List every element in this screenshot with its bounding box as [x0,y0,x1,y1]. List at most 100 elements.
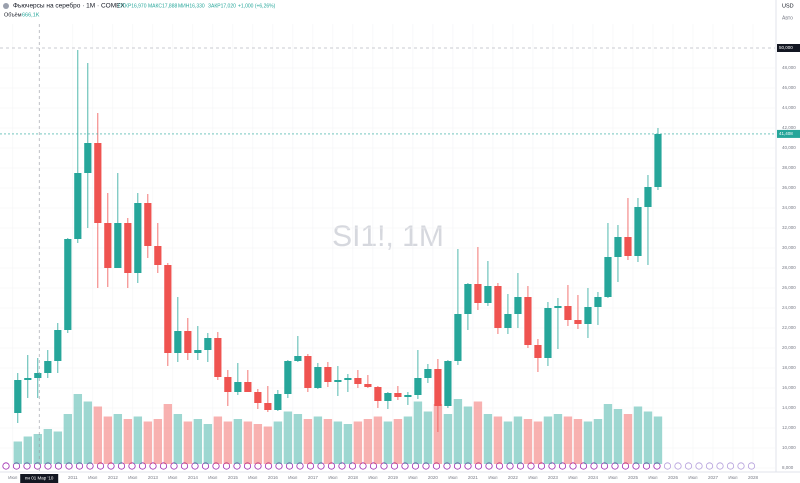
candle-body [314,367,322,388]
volume-bar [283,411,293,464]
event-icon [44,462,52,470]
event-icon [422,462,430,470]
x-tick-label: Июл [288,475,298,480]
volume-bar [93,406,103,464]
event-icon [359,462,367,470]
candle-body [404,395,412,397]
candle-body [354,378,362,384]
event-icon [453,462,462,470]
candle-body [324,367,332,382]
candle-body [304,356,312,388]
volume-bar [23,436,33,464]
x-tick-label: Июл [728,475,738,480]
event-icon [737,462,745,470]
candle-body [234,382,242,392]
candle-body [624,237,632,256]
ohlc-legend: ОТКР16,970 МАКС17,888 МИН16,330 ЗАКР17,020 +… [118,3,276,9]
x-tick-label: Июл [168,475,178,480]
event-icon [285,462,294,470]
crosshair-price-box [777,44,800,52]
event-icon [348,462,357,470]
event-icon [275,462,283,470]
volume-bar [273,421,283,464]
y-tick-label: 46,000 [782,85,796,90]
candle-body [284,361,292,394]
candle-body [464,284,472,314]
candle-body [244,382,252,392]
volume-bar [73,394,83,464]
x-tick-label: Июл [528,475,538,480]
volume-bar [243,421,253,464]
x-tick-label: Июл [568,475,578,480]
event-icon [443,462,451,470]
candle-body [384,393,392,401]
candle-body [274,394,282,410]
event-icon [327,462,336,470]
x-tick-label: Июл [88,475,98,480]
event-icon [23,462,31,470]
crosshair-price-label: 50,000 [779,45,793,50]
candle-body [394,393,402,397]
volume-bar [113,414,123,464]
volume-bar [543,416,553,464]
volume-bar [353,421,363,464]
volume-bar [483,414,493,464]
volume-bar [363,419,373,464]
candle-body [344,378,352,380]
event-icon [569,462,577,470]
event-icon [653,462,661,470]
event-icon [369,462,378,470]
candle-body [94,143,102,223]
symbol-icon [3,3,9,9]
candle-body [494,286,502,328]
volume-bar [203,424,213,464]
event-icon [138,462,147,470]
event-icon [180,462,189,470]
volume-bar [183,421,193,464]
volume-bar [173,414,183,464]
candle-body [484,286,492,303]
volume-bar [133,416,143,464]
event-icon [317,462,325,470]
event-icon [411,462,420,470]
volume-bar [193,419,203,464]
event-icon [380,462,388,470]
volume-bar [163,404,173,464]
y-tick-label: 44,000 [782,105,796,110]
volume-bar [393,419,403,464]
x-tick-label: 2025 [628,475,639,480]
volume-bar [643,411,653,464]
event-icon [621,462,630,470]
y-tick-label: 14,000 [782,405,796,410]
y-tick-label: 20,000 [782,345,796,350]
crosshair-date-box [20,474,59,483]
x-tick-label: Июл [688,475,698,480]
event-icon [747,462,756,470]
event-icon [537,462,546,470]
event-icon [632,462,640,470]
ohlc-value: ОТКР16,970 [118,3,147,9]
candle-body [114,223,122,268]
volume-bar [573,419,583,464]
x-tick-label: 2013 [148,475,159,480]
volume-bar [123,419,133,464]
event-icon [642,462,651,470]
event-icon [558,462,567,470]
volume-bar [263,426,273,464]
volume-value: 666,1K [22,12,40,18]
candle-body [424,369,432,378]
x-tick-label: Июл [328,475,338,480]
candle-body [254,392,262,403]
watermark: SI1!, 1М [332,220,444,253]
volume-bar [343,424,353,464]
y-tick-label: 40,000 [782,145,796,150]
y-tick-label: 22,000 [782,325,796,330]
event-icon [233,462,241,470]
volume-bar [413,401,423,464]
event-icon [243,462,252,470]
ohlc-value: МИН16,330 [178,3,205,9]
volume-bar [223,421,233,464]
event-icon [170,462,178,470]
event-icon [159,462,168,470]
